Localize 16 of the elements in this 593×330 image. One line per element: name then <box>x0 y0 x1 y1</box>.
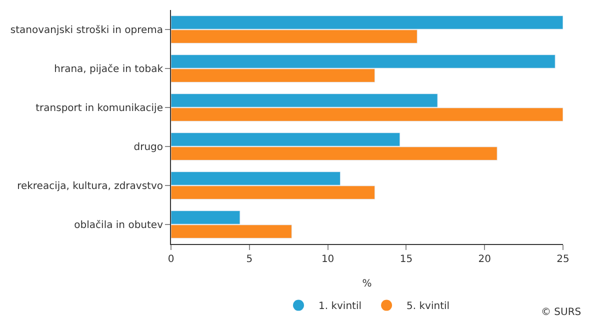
x-tick-label: 20 <box>478 254 491 265</box>
y-tick-label: rekreacija, kultura, zdravstvo <box>17 181 163 192</box>
y-tick-label: stanovanjski stroški in oprema <box>10 25 163 36</box>
x-axis-title: % <box>362 278 372 290</box>
x-tick-label: 5 <box>246 254 253 265</box>
x-tick-label: 15 <box>400 254 413 265</box>
legend-label: 1. kvintil <box>318 301 362 312</box>
x-tick-label: 25 <box>556 254 570 265</box>
y-tick-label: oblačila in obutev <box>74 220 164 231</box>
x-tick-label: 10 <box>321 254 334 265</box>
x-tick-label: 0 <box>168 254 174 265</box>
y-tick-label: transport in komunikacije <box>36 103 163 114</box>
text: © SURS <box>541 307 582 318</box>
y-tick-label: drugo <box>134 142 163 153</box>
y-tick-label: hrana, pijače in tobak <box>54 64 164 75</box>
legend-label: 5. kvintil <box>406 301 450 312</box>
